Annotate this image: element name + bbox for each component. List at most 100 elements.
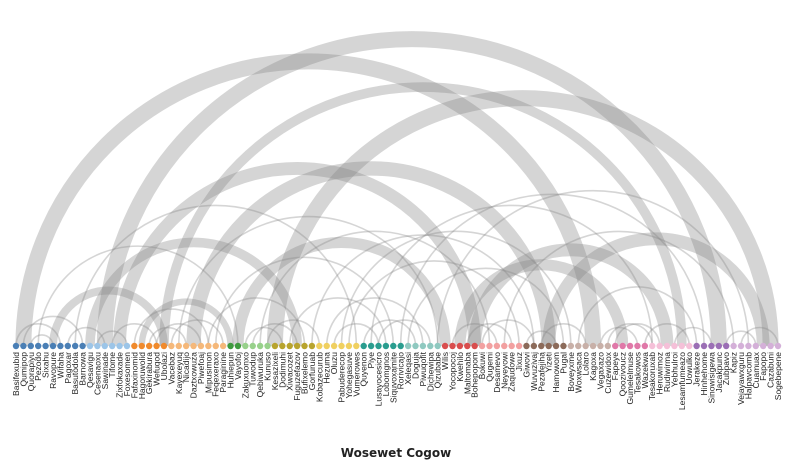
node-dot[interactable] bbox=[219, 342, 227, 350]
node-dot[interactable] bbox=[34, 342, 42, 350]
node-dot[interactable] bbox=[441, 342, 449, 350]
node-dot[interactable] bbox=[360, 342, 367, 350]
node-dot[interactable] bbox=[286, 342, 293, 350]
node-dot[interactable] bbox=[197, 342, 205, 350]
node-dot[interactable] bbox=[397, 342, 404, 350]
node-dot[interactable] bbox=[205, 342, 212, 350]
node-dot[interactable] bbox=[256, 342, 264, 350]
node-dot[interactable] bbox=[419, 342, 427, 350]
node-dot[interactable] bbox=[293, 342, 301, 350]
node-dot[interactable] bbox=[478, 342, 486, 350]
node-dot[interactable] bbox=[345, 342, 353, 350]
node-dot[interactable] bbox=[79, 342, 86, 350]
node-dot[interactable] bbox=[101, 342, 108, 350]
node-dot[interactable] bbox=[767, 342, 774, 350]
node-dot[interactable] bbox=[752, 342, 760, 350]
node-dot[interactable] bbox=[264, 342, 271, 350]
node-dot[interactable] bbox=[367, 342, 375, 350]
node-dot[interactable] bbox=[486, 342, 493, 350]
node-dot[interactable] bbox=[678, 342, 686, 350]
node-dot[interactable] bbox=[545, 342, 552, 350]
node-dot[interactable] bbox=[212, 342, 219, 350]
node-dot[interactable] bbox=[663, 342, 671, 350]
node-dot[interactable] bbox=[427, 342, 434, 350]
node-dot[interactable] bbox=[464, 342, 471, 350]
node-dot[interactable] bbox=[64, 342, 71, 350]
node-dot[interactable] bbox=[242, 342, 249, 350]
node-dot[interactable] bbox=[249, 342, 256, 350]
node-dot[interactable] bbox=[190, 342, 197, 350]
node-dot[interactable] bbox=[434, 342, 441, 350]
node-dot[interactable] bbox=[316, 342, 323, 350]
node-dot[interactable] bbox=[612, 342, 619, 350]
node-dot[interactable] bbox=[708, 342, 715, 350]
node-dot[interactable] bbox=[338, 342, 345, 350]
node-dot[interactable] bbox=[330, 342, 338, 350]
node-dot[interactable] bbox=[737, 342, 745, 350]
node-dot[interactable] bbox=[567, 342, 575, 350]
node-dot[interactable] bbox=[745, 342, 752, 350]
node-dot[interactable] bbox=[538, 342, 545, 350]
node-dot[interactable] bbox=[182, 342, 190, 350]
node-dot[interactable] bbox=[619, 342, 626, 350]
node-dot[interactable] bbox=[234, 342, 242, 350]
node-dot[interactable] bbox=[42, 342, 49, 350]
node-dot[interactable] bbox=[656, 342, 663, 350]
node-dot[interactable] bbox=[160, 342, 168, 350]
node-dot[interactable] bbox=[686, 342, 693, 350]
node-dot[interactable] bbox=[375, 342, 382, 350]
node-dot[interactable] bbox=[501, 342, 508, 350]
node-dot[interactable] bbox=[515, 342, 523, 350]
node-dot[interactable] bbox=[560, 342, 567, 350]
node-dot[interactable] bbox=[301, 342, 308, 350]
node-dot[interactable] bbox=[530, 342, 538, 350]
node-dot[interactable] bbox=[131, 342, 138, 350]
node-dot[interactable] bbox=[641, 342, 649, 350]
node-dot[interactable] bbox=[626, 342, 634, 350]
node-dot[interactable] bbox=[604, 342, 612, 350]
node-dot[interactable] bbox=[49, 342, 57, 350]
node-dot[interactable] bbox=[760, 342, 767, 350]
node-dot[interactable] bbox=[145, 342, 153, 350]
node-dot[interactable] bbox=[404, 342, 412, 350]
node-dot[interactable] bbox=[20, 342, 27, 350]
node-dot[interactable] bbox=[71, 342, 79, 350]
node-dot[interactable] bbox=[279, 342, 286, 350]
node-dot[interactable] bbox=[138, 342, 145, 350]
node-dot[interactable] bbox=[723, 342, 730, 350]
node-dot[interactable] bbox=[471, 342, 478, 350]
node-dot[interactable] bbox=[86, 342, 94, 350]
node-dot[interactable] bbox=[649, 342, 656, 350]
node-dot[interactable] bbox=[456, 342, 464, 350]
node-dot[interactable] bbox=[575, 342, 582, 350]
node-dot[interactable] bbox=[271, 342, 279, 350]
node-dot[interactable] bbox=[449, 342, 456, 350]
node-dot[interactable] bbox=[94, 342, 101, 350]
node-dot[interactable] bbox=[774, 342, 782, 350]
node-dot[interactable] bbox=[634, 342, 641, 350]
node-dot[interactable] bbox=[123, 342, 131, 350]
node-dot[interactable] bbox=[412, 342, 419, 350]
node-dot[interactable] bbox=[715, 342, 723, 350]
node-dot[interactable] bbox=[597, 342, 604, 350]
node-dot[interactable] bbox=[523, 342, 530, 350]
node-dot[interactable] bbox=[589, 342, 597, 350]
node-dot[interactable] bbox=[116, 342, 123, 350]
node-dot[interactable] bbox=[382, 342, 390, 350]
node-dot[interactable] bbox=[57, 342, 64, 350]
node-dot[interactable] bbox=[493, 342, 501, 350]
node-dot[interactable] bbox=[12, 342, 20, 350]
node-dot[interactable] bbox=[390, 342, 397, 350]
node-dot[interactable] bbox=[27, 342, 34, 350]
node-dot[interactable] bbox=[227, 342, 234, 350]
node-dot[interactable] bbox=[323, 342, 330, 350]
node-dot[interactable] bbox=[693, 342, 700, 350]
node-dot[interactable] bbox=[168, 342, 175, 350]
node-dot[interactable] bbox=[153, 342, 160, 350]
node-dot[interactable] bbox=[175, 342, 182, 350]
node-dot[interactable] bbox=[308, 342, 316, 350]
node-dot[interactable] bbox=[108, 342, 116, 350]
node-dot[interactable] bbox=[353, 342, 360, 350]
node-dot[interactable] bbox=[700, 342, 708, 350]
node-dot[interactable] bbox=[582, 342, 589, 350]
